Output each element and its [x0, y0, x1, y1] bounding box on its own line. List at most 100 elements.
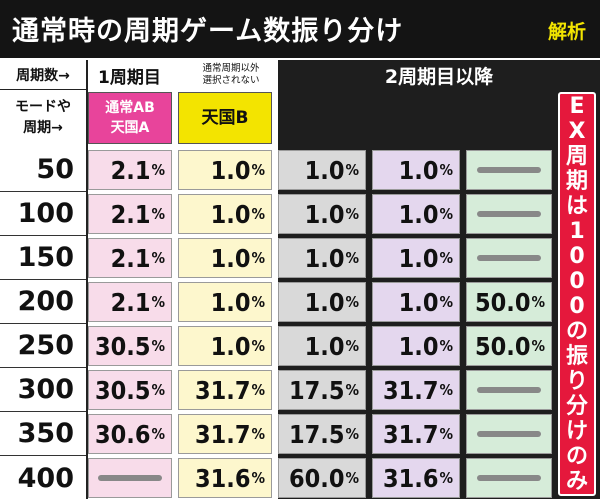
- table-cell: 1.0%: [278, 326, 366, 366]
- cell-value: 1.0: [304, 155, 345, 185]
- dash-mark: [477, 475, 541, 481]
- table-cell: 31.6%: [178, 458, 272, 498]
- column-header-1: 通常AB 天国A: [88, 92, 172, 144]
- title-bar: 通常時の周期ゲーム数振り分け 解析: [0, 0, 600, 58]
- cell-value: 2.1: [110, 155, 151, 185]
- table-cell: 1.0%: [178, 282, 272, 322]
- percent-sign: %: [251, 249, 265, 267]
- cell-value: 17.5: [288, 375, 345, 405]
- table-cell: 1.0%: [178, 194, 272, 234]
- table-cell: 1.0%: [178, 326, 272, 366]
- cell-value: 30.5: [94, 375, 151, 405]
- group-first-cycle-note: 通常周期以外 選択されない: [186, 60, 276, 90]
- cell-value: 31.7: [194, 375, 251, 405]
- table-cell: 1.0%: [278, 150, 366, 190]
- table-cell: 1.0%: [372, 194, 460, 234]
- cell-value: 1.0: [210, 243, 251, 273]
- cell-value: 60.0: [288, 463, 345, 493]
- cell-value: 50.0: [474, 287, 531, 317]
- table-cell: 31.7%: [178, 414, 272, 454]
- table-cell: 1.0%: [278, 238, 366, 278]
- percent-sign: %: [151, 161, 165, 179]
- table-cell: 30.5%: [88, 370, 172, 410]
- table-cell: 30.5%: [88, 326, 172, 366]
- cell-value: 1.0: [304, 199, 345, 229]
- percent-sign: %: [345, 381, 359, 399]
- percent-sign: %: [531, 293, 545, 311]
- cell-value: 1.0: [304, 243, 345, 273]
- percent-sign: %: [151, 249, 165, 267]
- cell-value: 31.6: [382, 463, 439, 493]
- percent-sign: %: [439, 293, 453, 311]
- percent-sign: %: [439, 337, 453, 355]
- dash-mark: [477, 431, 541, 437]
- percent-sign: %: [251, 425, 265, 443]
- row-game-label: 300: [0, 368, 86, 412]
- cell-value: 31.6: [194, 463, 251, 493]
- cell-value: 17.5: [288, 419, 345, 449]
- table-cell: 2.1%: [88, 238, 172, 278]
- table-cell: 1.0%: [178, 150, 272, 190]
- cell-value: 30.6: [94, 419, 151, 449]
- table-cell: 17.5%: [278, 414, 366, 454]
- table-cell: 1.0%: [372, 150, 460, 190]
- cell-value: 31.7: [382, 419, 439, 449]
- percent-sign: %: [251, 205, 265, 223]
- cell-value: 2.1: [110, 243, 151, 273]
- percent-sign: %: [345, 205, 359, 223]
- percent-sign: %: [251, 337, 265, 355]
- table-cell: 30.6%: [88, 414, 172, 454]
- cell-value: 1.0: [210, 287, 251, 317]
- table-cell: 1.0%: [178, 238, 272, 278]
- percent-sign: %: [345, 337, 359, 355]
- cell-value: 1.0: [398, 243, 439, 273]
- column-header-2: 天国B: [178, 92, 272, 144]
- table-cell: 2.1%: [88, 194, 172, 234]
- dash-mark: [477, 387, 541, 393]
- table-cell: 31.7%: [372, 370, 460, 410]
- cell-value: 30.5: [94, 331, 151, 361]
- percent-sign: %: [531, 337, 545, 355]
- cell-value: 1.0: [398, 199, 439, 229]
- table-cell: [466, 150, 552, 190]
- row-game-label: 100: [0, 192, 86, 236]
- percent-sign: %: [151, 381, 165, 399]
- cell-value: 1.0: [398, 155, 439, 185]
- row-label-mode: モードや 周期→: [0, 90, 88, 146]
- group-second-onward: 2周期目以降: [278, 60, 600, 90]
- dash-mark: [477, 167, 541, 173]
- table-cell: [466, 194, 552, 234]
- table-cell: 1.0%: [372, 326, 460, 366]
- table-cell: [466, 370, 552, 410]
- row-label-cycle: 周期数→: [0, 60, 88, 90]
- percent-sign: %: [439, 469, 453, 487]
- table-cell: 1.0%: [278, 194, 366, 234]
- table-cell: 1.0%: [372, 238, 460, 278]
- percent-sign: %: [151, 337, 165, 355]
- cell-value: 31.7: [194, 419, 251, 449]
- table-cell: [466, 458, 552, 498]
- percent-sign: %: [151, 293, 165, 311]
- percent-sign: %: [439, 205, 453, 223]
- table-cell: 50.0%: [466, 282, 552, 322]
- analysis-badge: 解析: [547, 21, 586, 43]
- table-cell: [466, 414, 552, 454]
- percent-sign: %: [345, 293, 359, 311]
- row-game-label: 200: [0, 280, 86, 324]
- row-game-label: 350: [0, 412, 86, 456]
- table-cell: 60.0%: [278, 458, 366, 498]
- row-game-label: 150: [0, 236, 86, 280]
- cell-value: 1.0: [304, 331, 345, 361]
- table-cell: 1.0%: [372, 282, 460, 322]
- percent-sign: %: [345, 161, 359, 179]
- percent-sign: %: [345, 249, 359, 267]
- percent-sign: %: [251, 381, 265, 399]
- cell-value: 50.0: [474, 331, 531, 361]
- table-cell: 31.7%: [372, 414, 460, 454]
- percent-sign: %: [345, 469, 359, 487]
- percent-sign: %: [151, 425, 165, 443]
- table-cell: [88, 458, 172, 498]
